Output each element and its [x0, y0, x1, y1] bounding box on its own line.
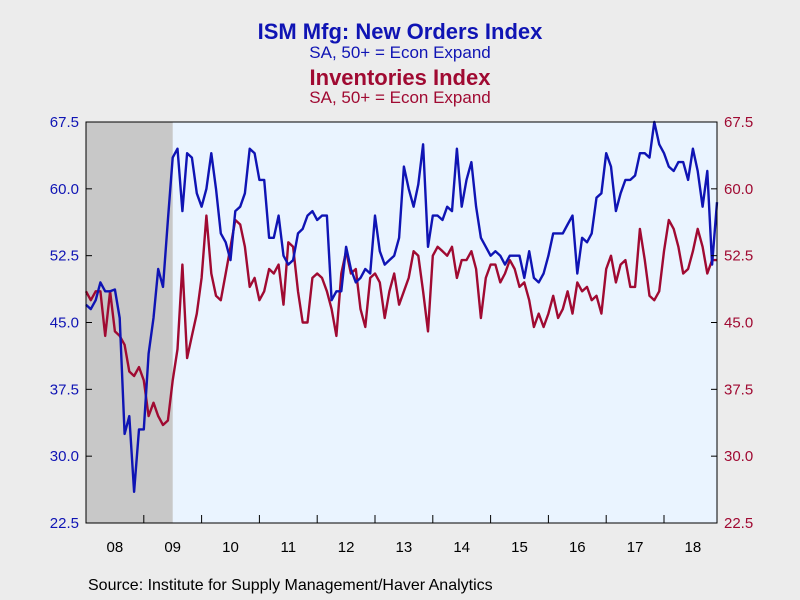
source-note: Source: Institute for Supply Management/… — [88, 577, 493, 594]
left-tick-label: 22.5 — [50, 515, 79, 532]
left-tick-label: 30.0 — [50, 448, 79, 465]
x-tick-label: 18 — [685, 539, 702, 556]
right-tick-label: 67.5 — [724, 114, 753, 131]
x-tick-label: 15 — [511, 539, 528, 556]
chart-title: ISM Mfg: New Orders Index — [257, 19, 543, 44]
x-tick-label: 17 — [627, 539, 644, 556]
left-tick-label: 67.5 — [50, 114, 79, 131]
x-tick-label: 14 — [453, 539, 470, 556]
x-tick-label: 12 — [338, 539, 355, 556]
chart-title-2: Inventories Index — [309, 65, 491, 90]
chart-subtitle-2: SA, 50+ = Econ Expand — [309, 88, 491, 107]
series-line-1 — [85, 120, 719, 493]
x-tick-label: 08 — [107, 539, 124, 556]
x-tick-label: 16 — [569, 539, 586, 556]
left-axis: 22.5 30.0 37.5 45.0 52.5 60.0 67.5 — [50, 114, 92, 532]
left-tick-label: 52.5 — [50, 248, 79, 265]
recession-shading — [86, 122, 173, 523]
right-tick-label: 52.5 — [724, 248, 753, 265]
x-tick-label: 09 — [164, 539, 181, 556]
chart-subtitle: SA, 50+ = Econ Expand — [309, 43, 491, 62]
x-axis: 08 09 10 11 12 13 14 15 16 17 18 — [85, 515, 702, 556]
right-axis: 22.5 30.0 37.5 45.0 52.5 60.0 67.5 — [711, 114, 753, 532]
left-tick-label: 60.0 — [50, 181, 79, 198]
x-tick-label: 10 — [222, 539, 239, 556]
left-tick-label: 45.0 — [50, 315, 79, 332]
series-line-2 — [84, 214, 717, 427]
x-tick-label: 13 — [396, 539, 413, 556]
right-tick-label: 45.0 — [724, 315, 753, 332]
series-layer — [84, 120, 719, 493]
right-tick-label: 60.0 — [724, 181, 753, 198]
left-tick-label: 37.5 — [50, 381, 79, 398]
right-tick-label: 22.5 — [724, 515, 753, 532]
right-tick-label: 30.0 — [724, 448, 753, 465]
right-tick-label: 37.5 — [724, 381, 753, 398]
x-tick-label: 11 — [281, 539, 297, 556]
